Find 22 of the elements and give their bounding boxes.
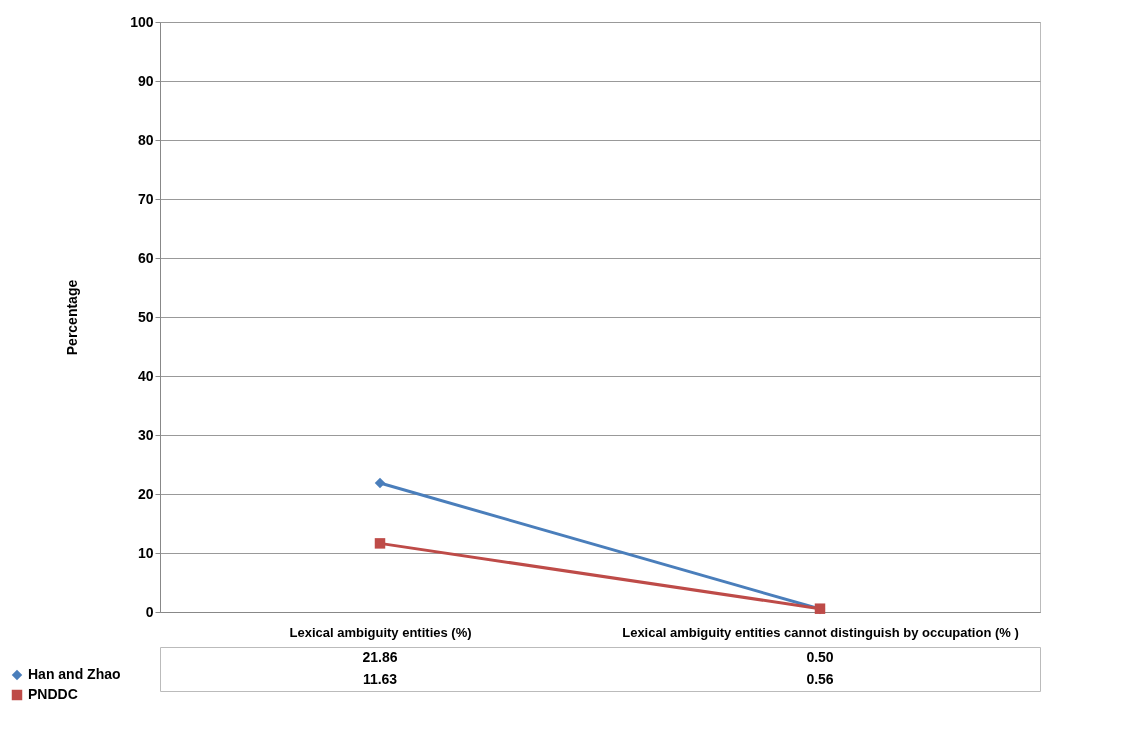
legend-label: PNDDC — [28, 686, 78, 702]
y-tick-label: 0 — [145, 603, 154, 620]
data-label: 0.56 — [806, 671, 834, 687]
y-axis-title: Percentage — [64, 279, 81, 356]
y-tick-label: 20 — [137, 485, 154, 502]
x-tick-label: Lexical ambiguity entities cannot distinguish by occupation (% ) — [622, 624, 1019, 640]
data-label: 0.50 — [806, 649, 834, 665]
legend-label: Han and Zhao — [28, 666, 121, 682]
y-tick-label: 100 — [130, 13, 154, 30]
data-label: 11.63 — [362, 671, 398, 687]
y-tick-label: 10 — [137, 544, 154, 561]
y-tick-label: 40 — [137, 367, 154, 384]
y-tick-label: 70 — [137, 190, 154, 207]
y-tick-label: 80 — [137, 131, 154, 148]
y-tick-label: 50 — [137, 308, 154, 325]
data-label: 21.86 — [362, 649, 398, 665]
point — [374, 538, 386, 549]
x-tick-label: Lexical ambiguity entities (%) — [289, 624, 472, 640]
y-tick-label: 90 — [137, 72, 154, 89]
y-tick-label: 60 — [137, 249, 154, 266]
point — [374, 477, 386, 489]
y-tick-label: 30 — [137, 426, 154, 443]
